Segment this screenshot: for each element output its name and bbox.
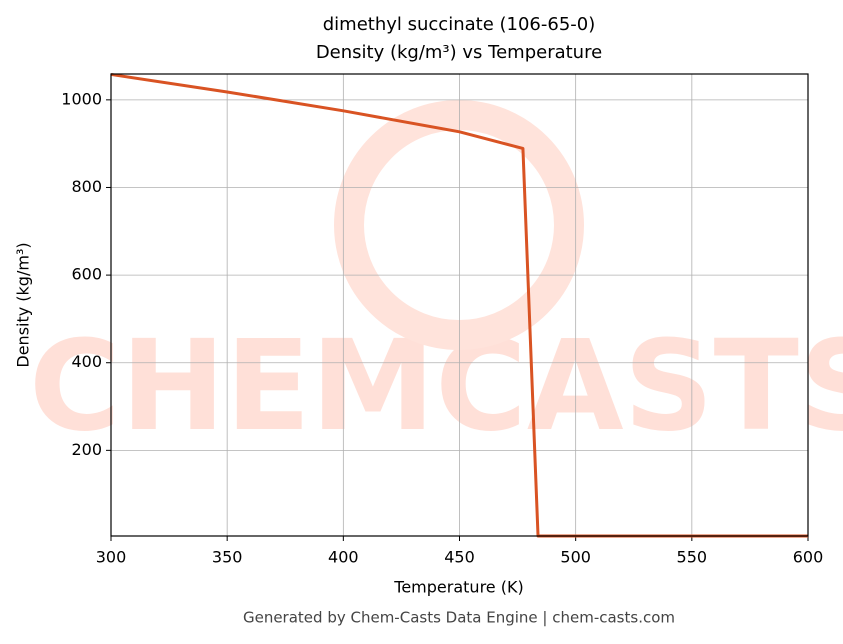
plot-frame xyxy=(110,73,809,537)
watermark-ring xyxy=(334,100,584,350)
chart-subtitle: Density (kg/m³) vs Temperature xyxy=(316,42,602,63)
footer: Generated by Chem-Casts Data Engine | ch… xyxy=(243,609,675,627)
x-tick-label: 400 xyxy=(328,548,359,567)
x-tick-label: 300 xyxy=(96,548,127,567)
x-tick-label: 450 xyxy=(444,548,475,567)
y-axis-label: Density (kg/m³) xyxy=(14,242,33,367)
y-tick-label: 400 xyxy=(71,352,102,371)
y-tick-label: 600 xyxy=(71,265,102,284)
y-tick-label: 1000 xyxy=(61,89,102,108)
chart-title: dimethyl succinate (106-65-0) xyxy=(323,14,596,35)
x-axis-label: Temperature (K) xyxy=(393,578,523,597)
x-tick-label: 350 xyxy=(212,548,243,567)
x-tick-label: 600 xyxy=(793,548,824,567)
y-tick-label: 200 xyxy=(71,440,102,459)
x-tick-label: 550 xyxy=(677,548,708,567)
y-tick-label: 800 xyxy=(71,177,102,196)
x-tick-label: 500 xyxy=(560,548,591,567)
